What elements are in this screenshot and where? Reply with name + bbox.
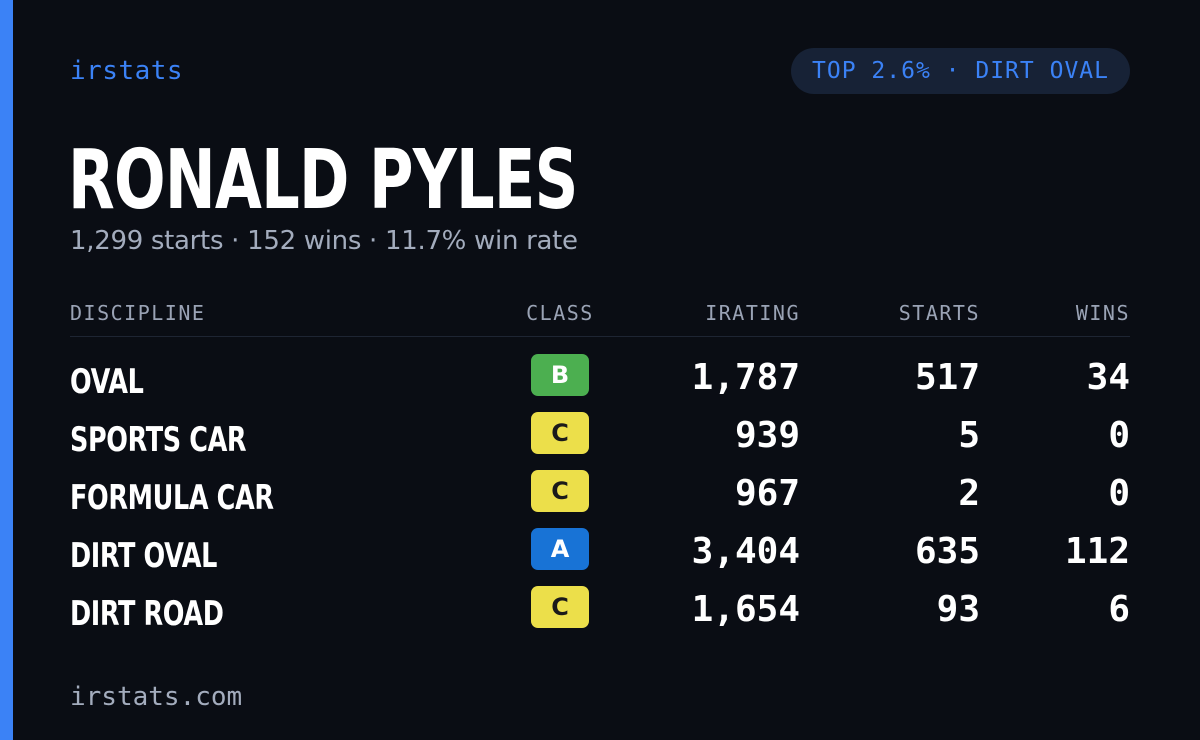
- wins-value: 34: [1086, 357, 1130, 398]
- header-discipline: DISCIPLINE: [70, 301, 206, 325]
- driver-name: RONALD PYLES: [68, 133, 578, 228]
- class-badge: B: [531, 354, 589, 396]
- starts-value: 635: [914, 531, 980, 572]
- irating-value: 939: [734, 415, 800, 456]
- discipline-name: FORMULA CAR: [70, 478, 274, 518]
- table-row: DIRT OVAL A 3,404 635 112: [0, 528, 1200, 586]
- discipline-name: OVAL: [70, 362, 144, 402]
- irating-value: 1,654: [691, 589, 800, 630]
- header-wins: WINS: [1075, 301, 1130, 325]
- starts-value: 2: [958, 473, 980, 514]
- irating-value: 967: [734, 473, 800, 514]
- starts-value: 5: [958, 415, 980, 456]
- discipline-name: SPORTS CAR: [70, 420, 247, 460]
- class-badge: C: [531, 412, 589, 454]
- career-summary: 1,299 starts · 152 wins · 11.7% win rate: [70, 226, 578, 256]
- header-divider: [70, 336, 1130, 337]
- header-class: CLASS: [526, 301, 594, 325]
- table-row: OVAL B 1,787 517 34: [0, 354, 1200, 412]
- class-badge: C: [531, 470, 589, 512]
- table-row: DIRT ROAD C 1,654 93 6: [0, 586, 1200, 644]
- class-badge: C: [531, 586, 589, 628]
- wins-value: 0: [1108, 415, 1130, 456]
- wins-value: 0: [1108, 473, 1130, 514]
- irating-value: 1,787: [691, 357, 800, 398]
- class-badge: A: [531, 528, 589, 570]
- starts-value: 93: [936, 589, 980, 630]
- table-row: FORMULA CAR C 967 2 0: [0, 470, 1200, 528]
- rank-badge: TOP 2.6% · DIRT OVAL: [791, 48, 1130, 94]
- footer-url: irstats.com: [70, 682, 243, 712]
- discipline-name: DIRT ROAD: [70, 594, 224, 634]
- header-starts: STARTS: [898, 301, 980, 325]
- table-row: SPORTS CAR C 939 5 0: [0, 412, 1200, 470]
- irating-value: 3,404: [691, 531, 800, 572]
- wins-value: 6: [1108, 589, 1130, 630]
- brand-logo: irstats: [70, 56, 184, 86]
- accent-bar: [0, 0, 13, 740]
- discipline-name: DIRT OVAL: [70, 536, 218, 576]
- wins-value: 112: [1064, 531, 1130, 572]
- starts-value: 517: [914, 357, 980, 398]
- header-irating: IRATING: [705, 301, 800, 325]
